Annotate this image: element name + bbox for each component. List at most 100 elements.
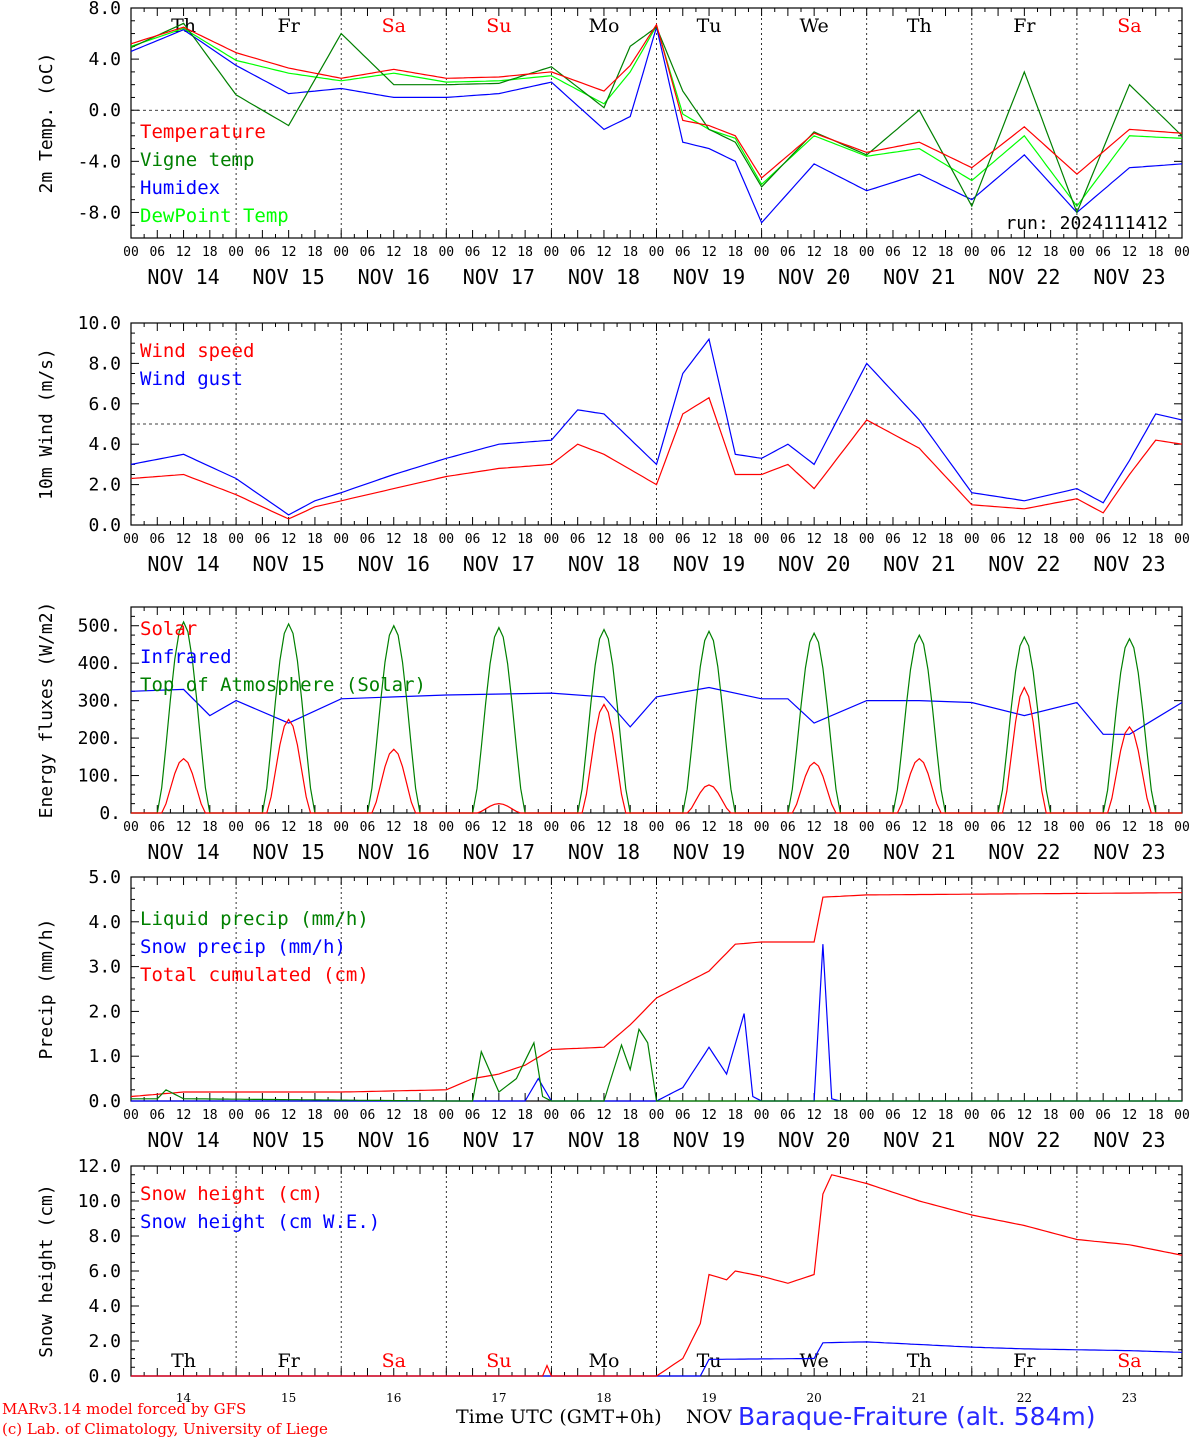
x-hour-label: 18: [622, 820, 638, 835]
x-hour-label: 18: [412, 820, 428, 835]
y-tick-label: 10.0: [78, 313, 121, 334]
x-hour-label: 12: [806, 245, 822, 260]
x-hour-label: 06: [1095, 245, 1111, 260]
x-hour-label: 06: [149, 532, 165, 547]
x-hour-label: 00: [544, 1108, 560, 1123]
x-hour-label: 12: [1122, 532, 1138, 547]
x-hour-label: 06: [570, 532, 586, 547]
y-tick-label: 0.0: [88, 100, 121, 121]
x-hour-label: 18: [202, 820, 218, 835]
x-hour-label: 00: [228, 820, 244, 835]
legend-entry: Infrared: [140, 646, 232, 668]
x-hour-label: 00: [859, 245, 875, 260]
legend-entry: Vigne temp: [140, 149, 254, 171]
x-hour-label: 00: [228, 1108, 244, 1123]
panel-5: 0.0 2.0 4.0 6.0 8.0 10.0 12.0 Snow height (cm) 1…: [36, 1156, 1183, 1405]
x-hour-label: 00: [333, 820, 349, 835]
x-day-label: NOV 19: [673, 552, 745, 576]
x-day-number: 21: [912, 1391, 927, 1405]
x-hour-label: 18: [412, 532, 428, 547]
x-hour-label: 06: [990, 820, 1006, 835]
x-day-label: NOV 22: [988, 265, 1060, 289]
x-hour-label: 12: [176, 532, 192, 547]
x-hour-label: 00: [438, 245, 454, 260]
x-hour-label: 18: [833, 1108, 849, 1123]
x-hour-label: 00: [333, 532, 349, 547]
x-hour-label: 12: [806, 532, 822, 547]
weekday-label: Sa: [382, 1350, 406, 1372]
x-hour-label: 00: [544, 820, 560, 835]
x-hour-label: 06: [885, 245, 901, 260]
x-hour-label: 18: [202, 245, 218, 260]
weekday-label: Th: [907, 15, 932, 37]
series-line: [130, 23, 1183, 179]
x-hour-label: 12: [176, 820, 192, 835]
x-hour-label: 18: [517, 820, 533, 835]
x-day-label: NOV 21: [883, 552, 955, 576]
weekday-label: We: [800, 1350, 829, 1372]
y-tick-label: 0.0: [88, 1091, 121, 1112]
y-tick-label: 0.0: [88, 515, 121, 536]
x-hour-label: 12: [1017, 820, 1033, 835]
y-tick-label: 2.0: [88, 1001, 121, 1022]
x-day-number: 23: [1122, 1391, 1137, 1405]
x-day-number: 22: [1017, 1391, 1032, 1405]
x-hour-label: 00: [649, 1108, 665, 1123]
x-hour-label: 00: [964, 532, 980, 547]
x-hour-label: 06: [149, 1108, 165, 1123]
x-hour-label: 06: [675, 532, 691, 547]
weekday-label: Th: [171, 1350, 196, 1372]
x-hour-label: 06: [675, 820, 691, 835]
y-tick-label: 0.0: [88, 1366, 121, 1387]
x-day-label: NOV 23: [1093, 840, 1165, 864]
x-day-number: 17: [491, 1391, 506, 1405]
x-hour-label: 12: [386, 532, 402, 547]
x-hour-label: 12: [911, 245, 927, 260]
x-hour-label: 18: [1043, 1108, 1059, 1123]
x-hour-label: 12: [911, 1108, 927, 1123]
x-hour-label: 12: [911, 820, 927, 835]
x-day-label: NOV 18: [568, 840, 640, 864]
x-hour-label: 12: [386, 1108, 402, 1123]
x-hour-label: 06: [675, 1108, 691, 1123]
x-hour-label: 18: [938, 1108, 954, 1123]
x-hour-label: 12: [386, 245, 402, 260]
weekday-label: Th: [907, 1350, 932, 1372]
x-hour-label: 12: [281, 532, 297, 547]
x-day-label: NOV 21: [883, 840, 955, 864]
x-hour-label: 06: [149, 245, 165, 260]
x-hour-label: 18: [727, 245, 743, 260]
x-hour-label: 12: [596, 820, 612, 835]
x-axis-title: Time UTC (GMT+0h): [456, 1406, 662, 1428]
legend-entry: DewPoint Temp: [140, 205, 289, 227]
x-day-number: 14: [176, 1391, 192, 1405]
x-day-label: NOV 15: [253, 552, 325, 576]
x-hour-label: 06: [570, 1108, 586, 1123]
x-hour-label: 00: [333, 1108, 349, 1123]
x-hour-label: 00: [859, 1108, 875, 1123]
x-hour-label: 00: [859, 820, 875, 835]
x-hour-label: 06: [360, 1108, 376, 1123]
y-tick-label: 2.0: [88, 1331, 121, 1352]
x-day-label: NOV 17: [463, 265, 535, 289]
x-day-label: NOV 23: [1093, 552, 1165, 576]
station-name: Baraque-Fraiture (alt. 584m): [738, 1402, 1096, 1431]
x-hour-label: 18: [833, 532, 849, 547]
x-hour-label: 18: [938, 245, 954, 260]
weekday-label: Sa: [1117, 15, 1141, 37]
x-hour-label: 00: [123, 1108, 139, 1123]
x-day-label: NOV 16: [358, 1128, 430, 1152]
x-hour-label: 00: [1174, 1108, 1190, 1123]
credit-line-1: MARv3.14 model forced by GFS: [2, 1400, 247, 1418]
x-hour-label: 18: [622, 532, 638, 547]
series-line: [131, 1174, 1183, 1377]
x-hour-label: 00: [228, 245, 244, 260]
x-hour-label: 00: [438, 820, 454, 835]
x-hour-label: 18: [517, 532, 533, 547]
x-hour-label: 06: [255, 245, 271, 260]
x-hour-label: 12: [701, 245, 717, 260]
x-axis-month: NOV: [686, 1406, 732, 1428]
x-day-label: NOV 18: [568, 552, 640, 576]
x-hour-label: 12: [1017, 245, 1033, 260]
